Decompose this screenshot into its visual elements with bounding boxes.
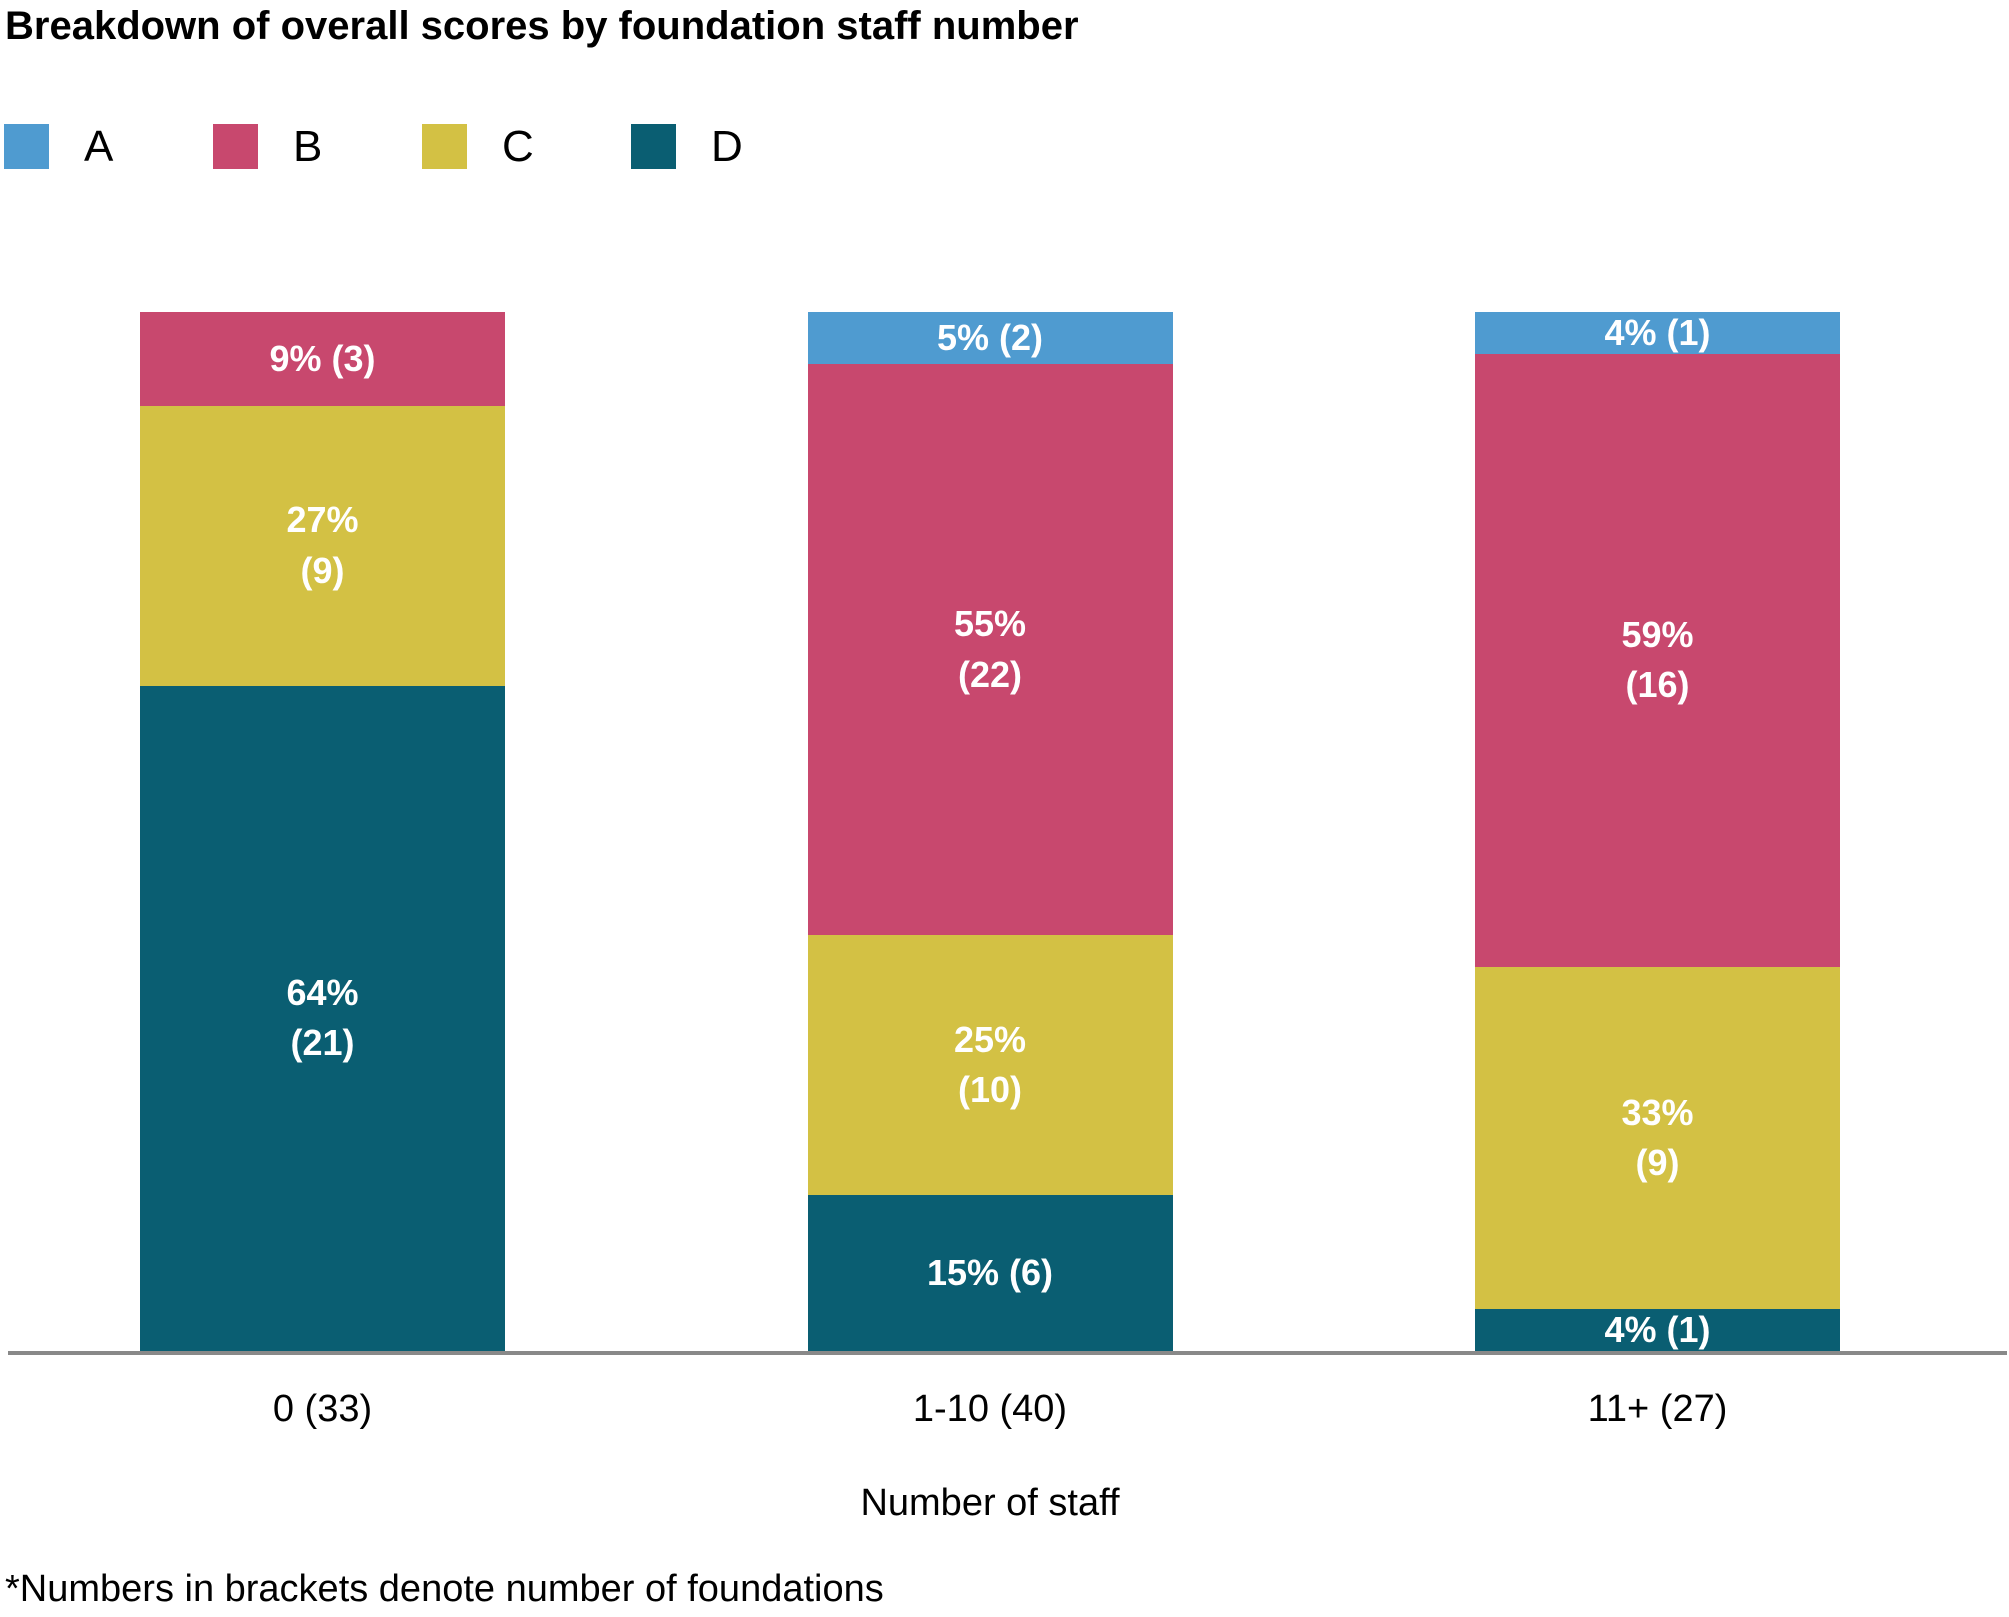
legend-label-b: B [293, 121, 323, 171]
legend-swatch-a [4, 124, 49, 169]
legend-item-b: B [213, 124, 422, 169]
legend-swatch-d [631, 124, 676, 169]
bar-2-segment-d-label: 15% (6) [926, 1251, 1054, 1293]
bar-3-segment-a: 4% (1) [1475, 312, 1840, 354]
x-axis-title: Number of staff [860, 1482, 1120, 1524]
x-tick-label-2: 1-10 (40) [912, 1388, 1068, 1430]
bar-2-segment-c: 25% (10) [807, 935, 1173, 1196]
legend-swatch-c [422, 124, 467, 169]
bar-2-segment-b-label: 55% (22) [953, 603, 1027, 695]
x-tick-label-3: 11+ (27) [1587, 1388, 1728, 1430]
legend-item-c: C [422, 124, 631, 169]
legend: A B C D [4, 124, 840, 169]
bar-1-segment-c-label: 27% (9) [286, 499, 359, 591]
bar-1-segment-b: 9% (3) [140, 312, 505, 406]
bar-1-segment-d: 64% (21) [140, 686, 505, 1351]
chart-title: Breakdown of overall scores by foundatio… [5, 4, 1079, 48]
bar-2-segment-a-label: 5% (2) [936, 316, 1044, 358]
legend-item-d: D [631, 124, 840, 169]
footnote: *Numbers in brackets denote number of fo… [5, 1568, 884, 1610]
legend-label-a: A [84, 121, 114, 171]
bar-3-segment-b-label: 59% (16) [1621, 613, 1694, 706]
legend-label-c: C [502, 121, 534, 171]
bar-3-segment-a-label: 4% (1) [1604, 311, 1711, 353]
bar-3: 4% (1) 59% (16) 33% (9) 4% (1) [1475, 312, 1840, 1351]
legend-item-a: A [4, 124, 213, 169]
bar-3-segment-c: 33% (9) [1475, 966, 1840, 1310]
bar-1-segment-c: 27% (9) [140, 405, 505, 687]
bar-2: 5% (2) 55% (22) 25% (10) 15% (6) [807, 312, 1173, 1351]
bar-1: 9% (3) 27% (9) 64% (21) [140, 312, 505, 1351]
legend-label-d: D [711, 121, 743, 171]
bar-1-segment-b-label: 9% (3) [269, 337, 376, 379]
bar-plot-area: 9% (3) 27% (9) 64% (21) 5% (2) 55% (22) 25% (10) 1… [140, 312, 1840, 1351]
bar-3-segment-d-label: 4% (1) [1604, 1308, 1711, 1350]
bar-2-segment-b: 55% (22) [807, 363, 1173, 936]
x-axis-tick-labels: 0 (33) 1-10 (40) 11+ (27) [140, 1388, 1840, 1431]
bar-3-segment-b: 59% (16) [1475, 353, 1840, 967]
bar-3-segment-c-label: 33% (9) [1621, 1091, 1694, 1183]
bar-2-segment-a: 5% (2) [807, 312, 1173, 364]
bar-2-segment-c-label: 25% (10) [953, 1018, 1027, 1111]
x-axis-line [8, 1351, 2007, 1355]
bar-1-segment-d-label: 64% (21) [286, 972, 359, 1064]
bar-2-segment-d: 15% (6) [807, 1195, 1173, 1351]
x-tick-label-1: 0 (33) [272, 1388, 373, 1430]
legend-swatch-b [213, 124, 258, 169]
bar-3-segment-d: 4% (1) [1475, 1309, 1840, 1351]
